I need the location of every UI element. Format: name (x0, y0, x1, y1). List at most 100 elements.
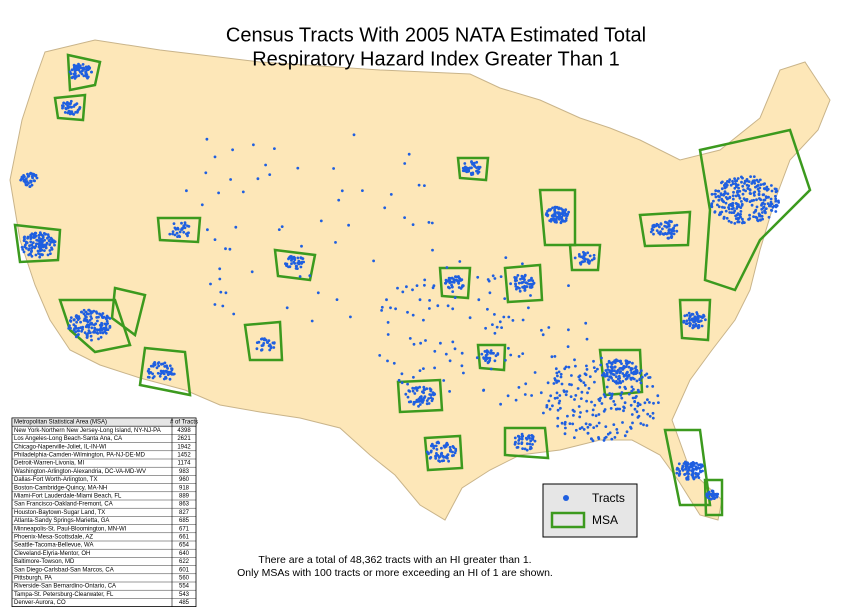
tract-dot (521, 318, 525, 322)
tract-dot (476, 171, 480, 175)
tract-dot (300, 244, 303, 248)
tract-dot (630, 389, 634, 393)
tract-dot (555, 371, 559, 375)
msa-name: Baltimore-Towson, MD (14, 559, 75, 565)
tract-dot (280, 225, 284, 229)
tract-dot (89, 312, 93, 315)
tract-dot (566, 414, 569, 418)
tract-dot (752, 211, 756, 214)
tract-dot (609, 397, 612, 400)
tract-dot (725, 216, 729, 220)
tract-dot (747, 217, 751, 221)
tract-dot (752, 179, 755, 183)
tract-dot (386, 321, 390, 324)
tract-dot (684, 462, 687, 465)
tract-dot (300, 256, 303, 260)
tract-dot (687, 467, 691, 471)
tract-dot (531, 438, 535, 441)
tract-dot (82, 67, 86, 71)
tract-dot (256, 177, 260, 181)
tract-dot (621, 366, 624, 370)
tract-dot (33, 179, 36, 183)
tract-dot (717, 194, 720, 198)
tract-dot (631, 361, 634, 365)
tract-dot (588, 254, 592, 258)
tract-dot (725, 183, 729, 187)
tract-dot (621, 372, 625, 375)
msa-name: Minneapolis-St. Paul-Bloomington, MN-WI (14, 526, 127, 532)
msa-outline (138, 346, 192, 397)
tract-dot (30, 183, 34, 187)
tract-dot (423, 388, 427, 391)
tract-dot (592, 366, 596, 369)
tract-dot (558, 394, 562, 397)
tract-dot (72, 105, 76, 108)
tract-dot (411, 389, 415, 393)
tract-dot (740, 180, 743, 184)
tract-dot (25, 177, 28, 181)
tract-dot (605, 374, 609, 378)
tract-dot (448, 286, 451, 290)
tract-dot (337, 198, 341, 202)
tract-dot (219, 290, 223, 294)
tract-dot (513, 436, 517, 440)
tract-count: 918 (179, 485, 190, 491)
tract-dot (262, 338, 266, 342)
tract-dot (570, 374, 573, 377)
tract-dot (470, 173, 473, 177)
tract-dot (697, 476, 701, 479)
tract-dot (640, 375, 644, 379)
tract-dot (443, 445, 447, 449)
tract-dot (694, 472, 698, 476)
tract-dot (557, 206, 561, 210)
tract-dot (734, 182, 738, 186)
tract-dot (171, 372, 175, 376)
tract-dot (629, 403, 633, 407)
tract-dot (500, 326, 503, 329)
tract-dot (685, 313, 689, 317)
tract-dot (646, 412, 650, 416)
tract-dot (520, 274, 524, 278)
tract-dot (106, 316, 110, 319)
tract-dot (517, 355, 521, 358)
msa-outline (423, 434, 464, 472)
tract-dot (528, 278, 532, 282)
tract-dot (613, 403, 617, 406)
tract-dot (730, 221, 733, 224)
tract-dot (721, 180, 724, 184)
tract-dot (613, 365, 617, 369)
tract-dot (764, 195, 768, 199)
tract-dot (445, 266, 449, 269)
tract-dot (728, 211, 732, 214)
tract-dot (683, 473, 686, 476)
legend: Tracts MSA (542, 483, 638, 538)
tract-dot (559, 212, 563, 216)
tract-dot (612, 423, 616, 426)
tract-dot (569, 395, 573, 398)
tract-dot (685, 319, 689, 323)
tract-dot (299, 265, 303, 269)
tract-dot (519, 277, 522, 281)
tract-dot (53, 243, 56, 247)
tract-dot (418, 298, 422, 302)
tract-dot (361, 189, 364, 193)
msa-outline (678, 298, 712, 342)
tract-dot (727, 219, 731, 223)
tract-dot (451, 340, 455, 344)
tract-dot (556, 211, 560, 215)
tract-dot (565, 390, 569, 393)
tract-dot (750, 182, 754, 185)
tract-dot (453, 451, 457, 455)
tract-dot (592, 256, 596, 260)
table-header: # of Tracts (170, 420, 198, 426)
msa-outline (273, 248, 317, 282)
tract-count: 543 (179, 592, 190, 598)
tract-dot (700, 324, 704, 328)
tract-count: 1942 (177, 444, 191, 450)
tract-dot (79, 70, 82, 74)
tract-dot (158, 374, 162, 378)
tract-dot (627, 373, 631, 377)
tract-dot (726, 197, 729, 201)
tract-dot (520, 435, 524, 439)
tract-dot (592, 426, 596, 429)
